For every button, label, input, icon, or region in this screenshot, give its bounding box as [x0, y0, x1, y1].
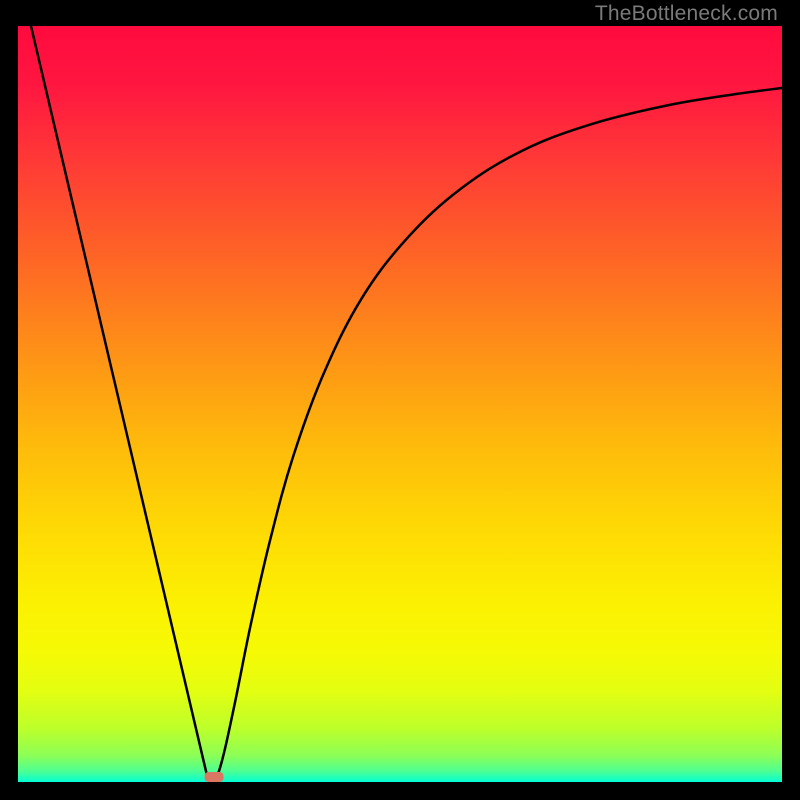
watermark-text: TheBottleneck.com — [595, 2, 778, 26]
chart-frame — [18, 26, 782, 782]
chart-svg — [18, 26, 782, 782]
optimal-point-marker — [204, 772, 223, 782]
gradient-background — [18, 26, 782, 782]
